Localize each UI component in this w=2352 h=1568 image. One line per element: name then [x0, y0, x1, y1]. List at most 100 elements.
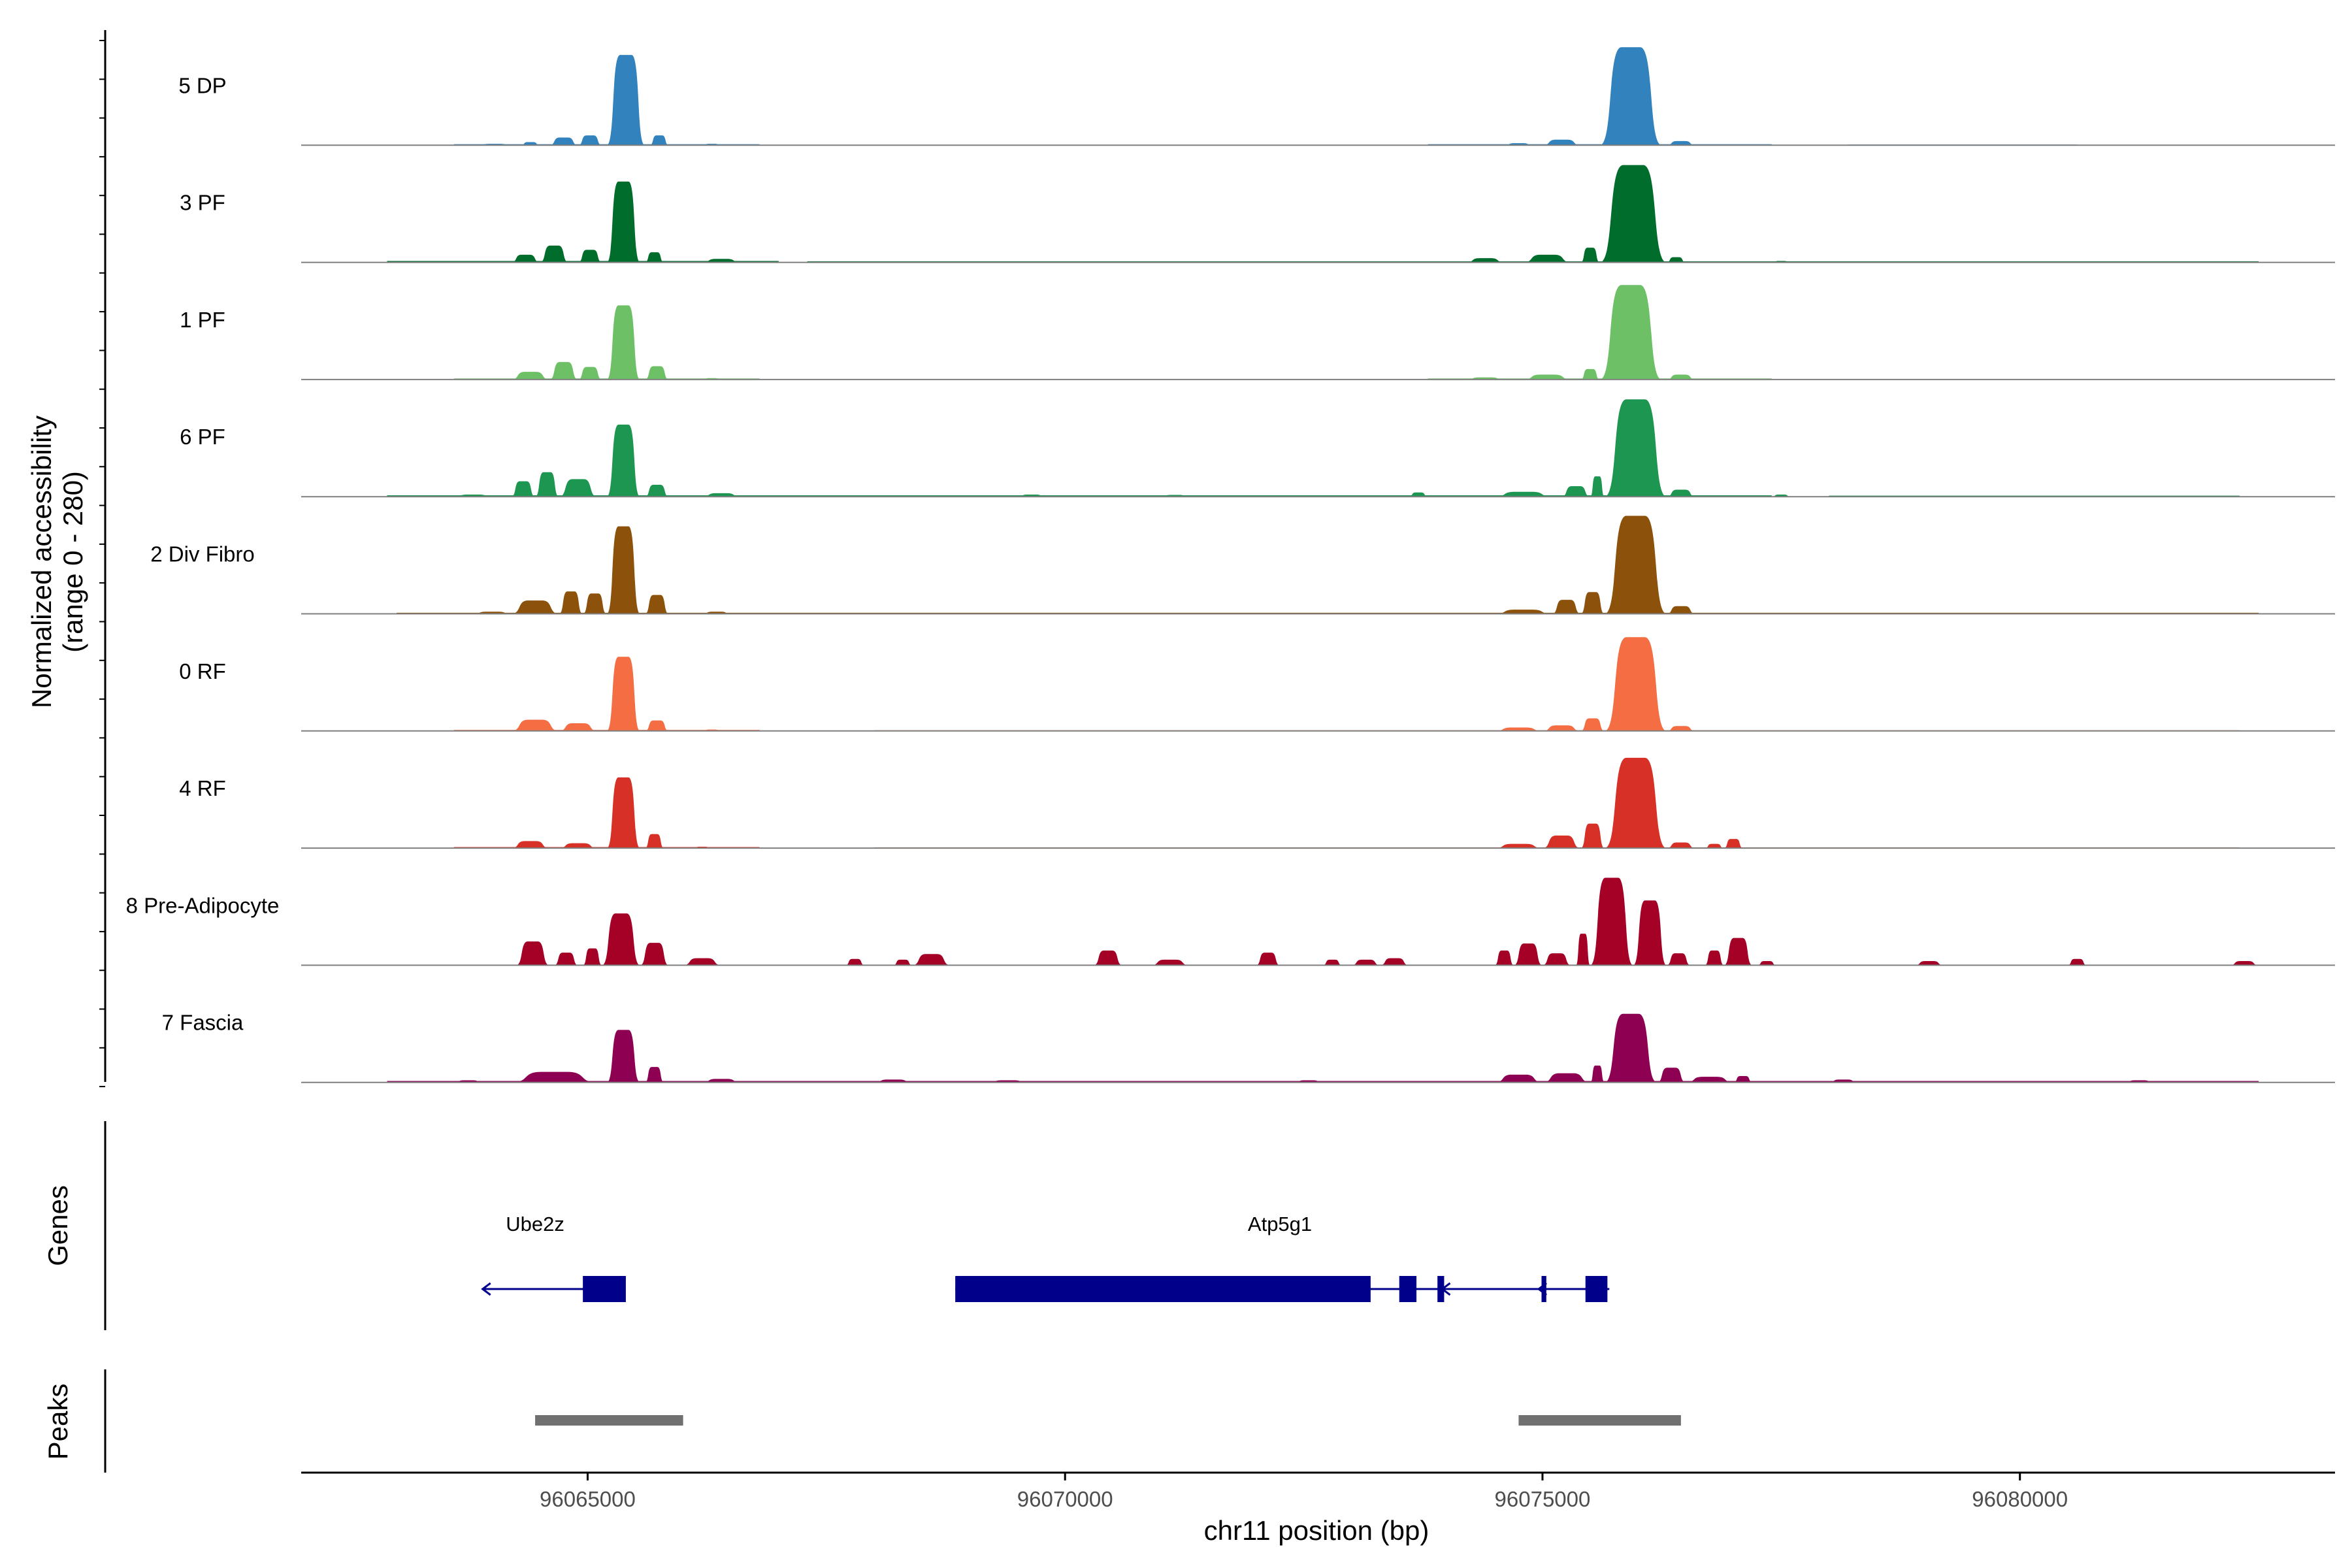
- coverage-peak: [1542, 953, 1571, 966]
- track-3: 6 PF: [180, 399, 2335, 498]
- coverage-peak: [606, 181, 640, 263]
- coverage-peak: [1552, 600, 1581, 614]
- x-axis-tick-label: 96070000: [1017, 1487, 1113, 1511]
- coverage-peak: [578, 250, 602, 263]
- track-6: 4 RF: [179, 757, 2335, 849]
- coverage-y-ticks: [99, 40, 105, 1088]
- coverage-peak: [1604, 515, 1667, 614]
- coverage-peak: [515, 941, 549, 966]
- coverage-peak: [1580, 823, 1605, 849]
- x-axis-title: chr11 position (bp): [1204, 1515, 1429, 1546]
- coverage-peak: [1351, 959, 1380, 966]
- track-label: 3 PF: [180, 191, 225, 215]
- coverage-peak: [606, 1030, 640, 1083]
- coverage-peak: [1494, 843, 1543, 849]
- strand-arrow: [581, 1282, 592, 1296]
- coverage-peak: [845, 958, 865, 966]
- coverage-peak: [554, 953, 578, 966]
- coverage-peak: [1686, 1077, 1734, 1083]
- coverage-peak: [1666, 953, 1691, 966]
- coverage-peak: [521, 142, 540, 146]
- coverage-peak: [1666, 726, 1695, 731]
- gene-Atp5g1: Atp5g1: [955, 1213, 1610, 1302]
- coverage-peak: [559, 723, 598, 731]
- track-1: 3 PF: [180, 165, 2335, 263]
- y-axis-title: Normalized accessibility (range 0 - 280): [26, 416, 88, 708]
- coverage-peak: [1599, 285, 1662, 380]
- coverage-peak: [1666, 257, 1686, 263]
- coverage-peak: [893, 959, 913, 966]
- coverage-peak: [1590, 877, 1633, 966]
- coverage-peak: [602, 913, 640, 966]
- coverage-peak: [1580, 592, 1605, 614]
- track-label: 1 PF: [180, 308, 225, 332]
- gene-label: Atp5g1: [1248, 1213, 1312, 1235]
- coverage-peak: [1723, 839, 1743, 849]
- gene-exon: [1541, 1276, 1546, 1302]
- coverage-peak: [511, 841, 549, 849]
- coverage-peak: [606, 55, 645, 146]
- coverage-peak: [1576, 934, 1591, 966]
- coverage-peak: [606, 305, 640, 380]
- coverage-peak: [549, 362, 578, 380]
- peak-region: [535, 1415, 683, 1426]
- coverage-peak: [1580, 718, 1605, 731]
- strand-arrow: [1441, 1282, 1451, 1296]
- coverage-peak: [1657, 1068, 1686, 1083]
- coverage-tracks: 5 DP 3 PF 1 PF 6 PF 2 Div Fibro 0 RF 4 RF 8 Pre…: [126, 47, 2335, 1083]
- track-noise: [387, 495, 1772, 497]
- gene-exon: [955, 1276, 1371, 1302]
- coverage-peak: [540, 245, 569, 263]
- coverage-peak: [2230, 960, 2259, 966]
- coverage-peak: [1094, 950, 1122, 966]
- strand-arrow: [1537, 1282, 1548, 1296]
- track-8: 7 Fascia: [162, 1011, 2335, 1083]
- coverage-peak: [1494, 727, 1543, 731]
- coverage-peak: [702, 259, 741, 263]
- coverage-peak: [1604, 399, 1667, 497]
- coverage-peak: [645, 484, 669, 497]
- y-axis-title-line2: (range 0 - 280): [57, 471, 88, 653]
- coverage-peak: [683, 958, 722, 966]
- track-label: 5 DP: [178, 73, 226, 97]
- coverage-peak: [535, 472, 559, 497]
- coverage-peak: [578, 135, 602, 146]
- track-0: 5 DP: [178, 47, 2335, 146]
- track-label: 2 Div Fibro: [150, 542, 255, 566]
- coverage-peak: [640, 943, 669, 966]
- coverage-peak: [559, 479, 598, 497]
- coverage-peak: [1590, 476, 1605, 497]
- coverage-peak: [645, 366, 669, 380]
- coverage-peak: [1666, 374, 1695, 380]
- track-label: 7 Fascia: [162, 1011, 244, 1035]
- coverage-peak: [1829, 1079, 1858, 1083]
- coverage-peak: [1666, 606, 1695, 614]
- peak-region: [1518, 1415, 1681, 1426]
- coverage-peak: [549, 137, 578, 146]
- coverage-peak: [1523, 374, 1571, 380]
- coverage-peak: [645, 1067, 664, 1083]
- coverage-peak: [1494, 610, 1552, 614]
- track-label: 8 Pre-Adipocyte: [126, 893, 280, 917]
- coverage-peak: [1604, 637, 1667, 731]
- coverage-peak: [645, 595, 669, 614]
- coverage-peak: [578, 367, 602, 380]
- coverage-peak: [649, 135, 669, 146]
- coverage-peak: [1599, 47, 1662, 146]
- coverage-peak: [606, 424, 640, 497]
- x-axis-tick-label: 96065000: [540, 1487, 636, 1511]
- coverage-peak: [1409, 492, 1428, 497]
- coverage-peak: [1666, 140, 1695, 146]
- coverage-peak: [645, 720, 669, 731]
- track-7: 8 Pre-Adipocyte: [126, 877, 2335, 966]
- coverage-peak: [1705, 843, 1724, 849]
- coverage-peak: [1666, 489, 1695, 497]
- coverage-peak: [1705, 950, 1724, 966]
- coverage-peak: [874, 1079, 913, 1083]
- coverage-peak: [511, 1071, 598, 1083]
- gene-track: Ube2z Atp5g1: [481, 1213, 1610, 1302]
- coverage-peak: [606, 526, 640, 614]
- coverage-peak: [511, 600, 559, 614]
- coverage-peak: [1757, 960, 1777, 966]
- coverage-peak: [511, 372, 549, 380]
